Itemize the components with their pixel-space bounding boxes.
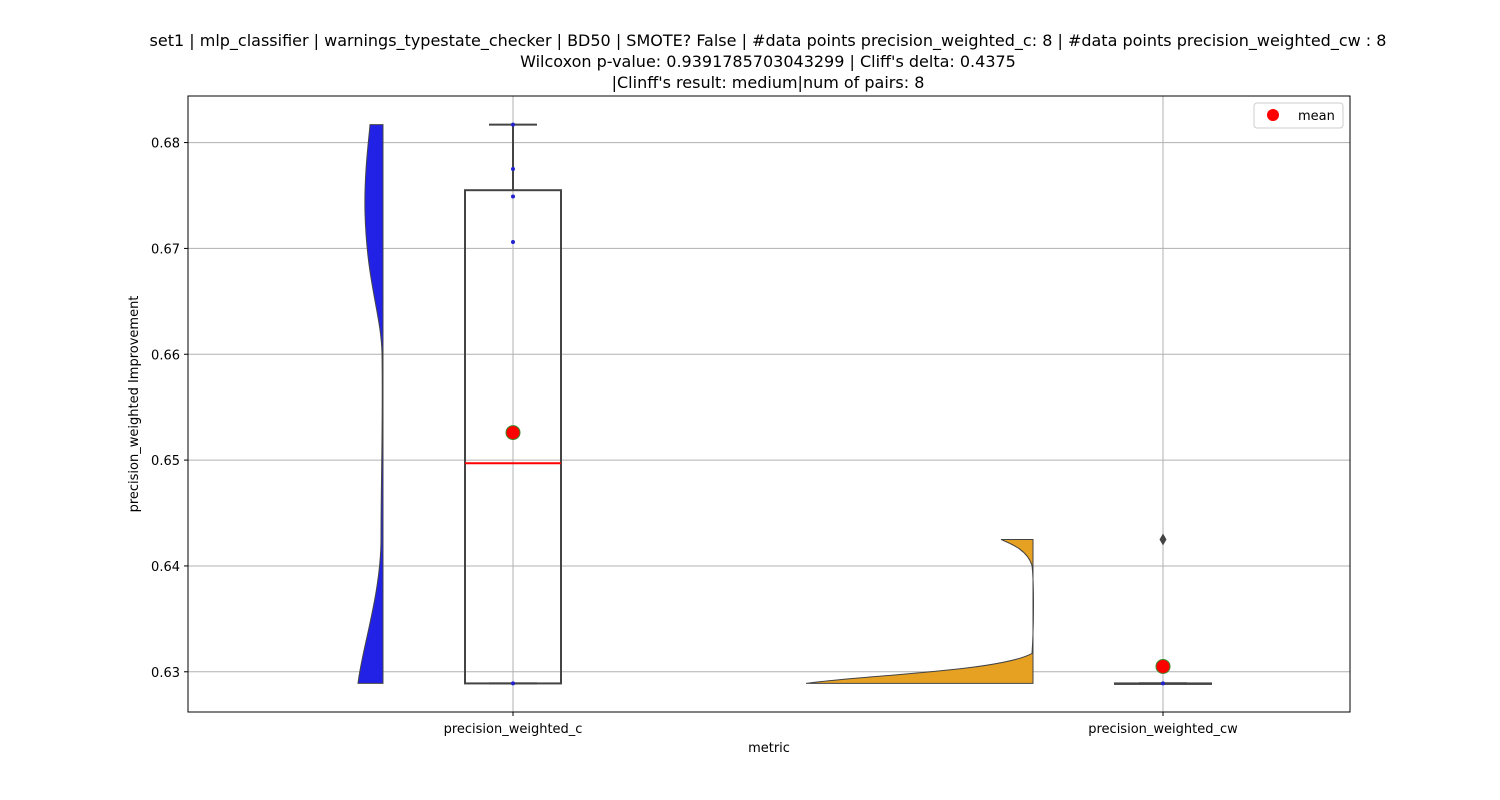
- y-axis-label: precision_weighted Improvement: [127, 296, 142, 513]
- violin-precision_weighted_cw: [805, 538, 1034, 684]
- data-point: [511, 122, 515, 127]
- chart-title-line1: set1 | mlp_classifier | warnings_typesta…: [150, 31, 1387, 51]
- y-tick-label: 0.63: [151, 666, 180, 681]
- y-axis: 0.63 0.64 0.65 0.66 0.67 0.68: [151, 137, 188, 681]
- data-point: [511, 681, 515, 686]
- legend-mean-marker: [1267, 109, 1279, 121]
- x-tick-label: precision_weighted_cw: [1088, 722, 1238, 737]
- y-tick-label: 0.68: [151, 137, 180, 152]
- x-tick-label: precision_weighted_c: [444, 722, 583, 737]
- violin-precision_weighted_c: [357, 124, 384, 684]
- legend: mean: [1253, 102, 1344, 129]
- box-plots: [464, 123, 1212, 685]
- legend-frame: [1253, 102, 1344, 129]
- plot-frame: [187, 95, 1351, 713]
- grid-lines: [188, 96, 1350, 712]
- legend-label-mean: mean: [1298, 109, 1335, 124]
- x-axis-label: metric: [748, 741, 790, 756]
- mean-marker: [505, 425, 521, 441]
- data-point: [1161, 681, 1165, 686]
- strip-points: [511, 122, 1165, 686]
- data-point: [511, 240, 515, 245]
- y-tick-label: 0.64: [151, 560, 180, 575]
- data-point: [511, 167, 515, 172]
- x-axis: precision_weighted_c precision_weighted_c…: [444, 712, 1238, 737]
- y-tick-label: 0.66: [151, 348, 180, 363]
- y-tick-label: 0.65: [151, 454, 180, 469]
- mean-marker: [1155, 658, 1171, 674]
- outlier-marker: [1159, 533, 1167, 546]
- y-tick-label: 0.67: [151, 242, 180, 257]
- violins: [357, 124, 1034, 684]
- mean-markers: [505, 425, 1171, 674]
- chart-title-line3: |Clinff's result: medium|num of pairs: 8: [612, 73, 925, 92]
- chart-title-line2: Wilcoxon p-value: 0.9391785703043299 | C…: [520, 52, 1016, 71]
- data-point: [511, 194, 515, 199]
